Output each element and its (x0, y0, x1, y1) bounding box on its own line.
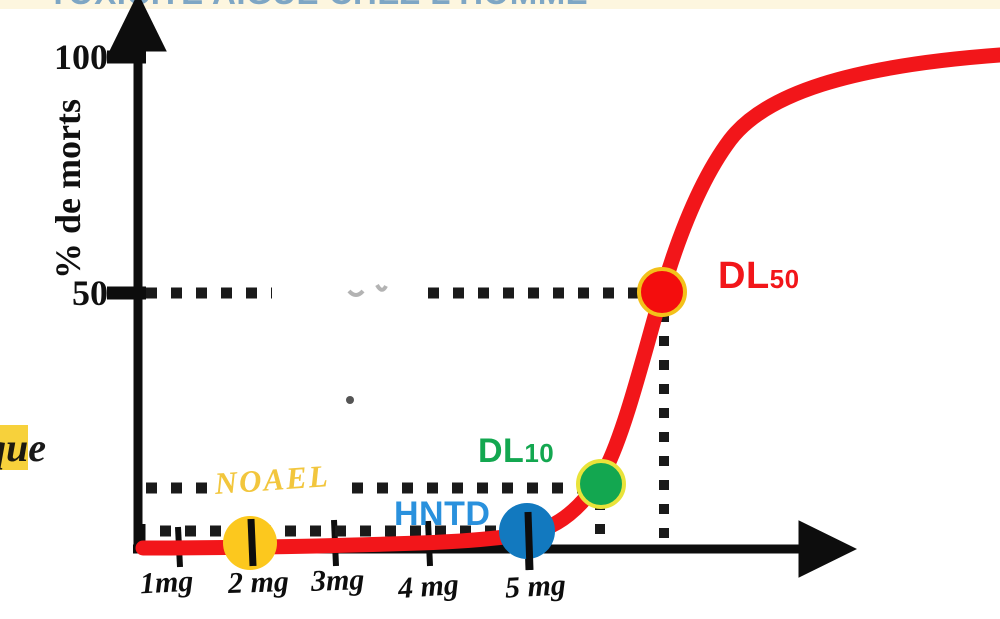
x-tick-label-2mg: 2 mg (227, 564, 290, 601)
annotation-dl50: DL50 (718, 255, 800, 298)
annotation-dl50-subscript: 50 (769, 264, 800, 294)
slide-title-strip: TOXICITE AIGUË CHEZ L'HOMME (0, 0, 1000, 9)
annotation-dl10-subscript: 10 (524, 438, 555, 468)
point-dl50[interactable] (637, 267, 687, 317)
clipped-left-word-highlight: qu (0, 425, 29, 470)
y-tick-label-100: 100 (54, 37, 108, 77)
guide-dl50-erased-remnant (347, 283, 388, 297)
x-tick-label-1mg: 1mg (139, 564, 195, 601)
clipped-left-word-tail: e (28, 425, 47, 470)
x-tick-label-5mg: 5 mg (504, 568, 567, 605)
x-tick-label-4mg: 4 mg (396, 567, 460, 606)
annotation-dl10-base: DL (478, 432, 525, 470)
annotation-dl50-base: DL (718, 255, 770, 297)
dose-response-curve (135, 47, 1000, 556)
point-dl10[interactable] (576, 459, 626, 509)
x-tick-label-3mg: 3mg (310, 563, 365, 598)
y-tick-label-50: 50 (72, 273, 108, 313)
slide-title: TOXICITE AIGUË CHEZ L'HOMME (48, 0, 588, 9)
annotation-dl10: DL10 (478, 432, 554, 471)
clipped-left-word: que (0, 424, 46, 471)
x-tick-5mg-overlay (524, 511, 534, 571)
stray-dot (346, 396, 354, 404)
annotation-hntd: HNTD (394, 495, 491, 533)
x-tick-2mg-overlay (247, 518, 257, 567)
